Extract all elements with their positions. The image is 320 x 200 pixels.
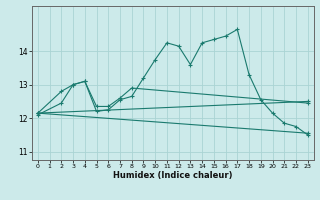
X-axis label: Humidex (Indice chaleur): Humidex (Indice chaleur)	[113, 171, 233, 180]
